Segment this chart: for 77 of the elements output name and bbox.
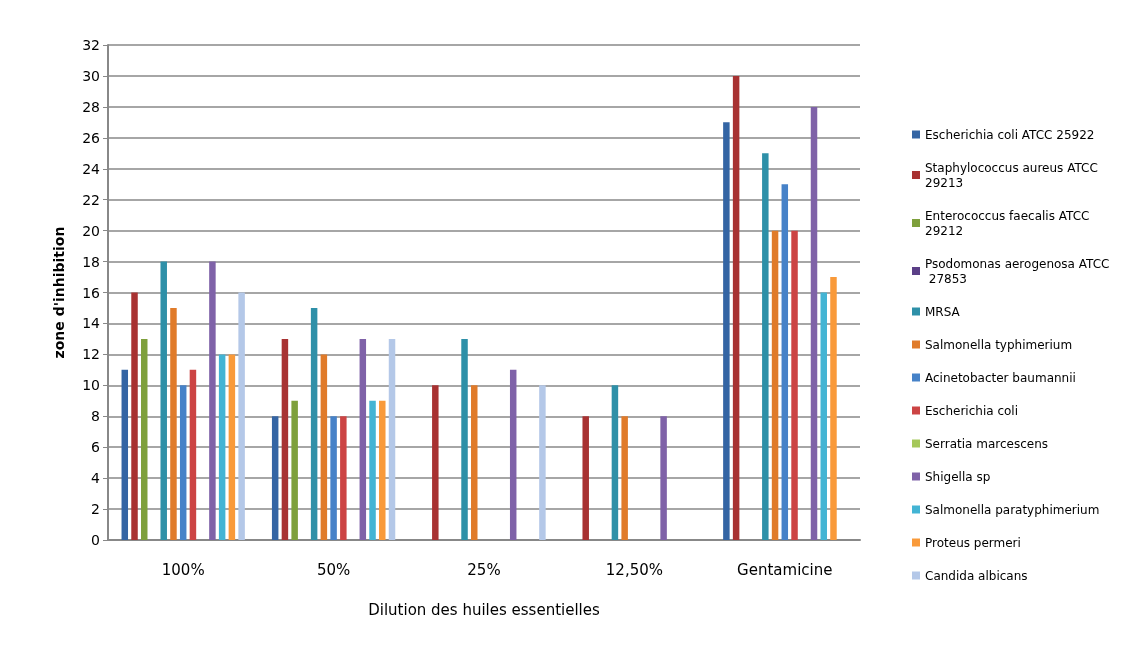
- bar: [781, 184, 789, 540]
- bar: [291, 400, 298, 540]
- bar: [359, 338, 367, 540]
- bar: [762, 153, 769, 540]
- legend-label: Escherichia coli: [925, 403, 1018, 418]
- legend-label: Candida albicans: [925, 568, 1028, 583]
- bar: [369, 400, 376, 540]
- bar: [271, 416, 279, 540]
- bar: [218, 354, 226, 540]
- legend-label: Acinetobacter baumannii: [925, 370, 1076, 385]
- bar: [121, 369, 129, 540]
- y-tick-label: 20: [82, 222, 100, 239]
- bar: [432, 385, 439, 540]
- bar: [539, 385, 546, 540]
- x-tick-label: Gentamicine: [737, 560, 833, 579]
- legend-label: Proteus permeri: [925, 535, 1021, 550]
- y-tick-label: 4: [91, 470, 101, 487]
- bar: [131, 292, 138, 540]
- y-tick-label: 16: [82, 284, 101, 301]
- legend-label: Salmonella paratyphimerium: [925, 502, 1100, 517]
- bar: [160, 261, 167, 540]
- bar: [170, 307, 177, 540]
- y-tick-label: 10: [82, 377, 100, 394]
- bar: [320, 354, 328, 540]
- bar: [179, 385, 187, 540]
- legend-label: Salmonella typhimerium: [925, 337, 1073, 352]
- bar: [791, 230, 798, 540]
- legend-label: Psodomonas aerogenosa ATCC 27853: [925, 256, 1110, 286]
- legend-label: Shigella sp: [925, 469, 991, 484]
- x-tick-label: 100%: [161, 560, 205, 579]
- y-tick-label: 8: [91, 408, 100, 425]
- y-tick-label: 18: [82, 253, 100, 270]
- bar: [830, 277, 837, 540]
- y-tick-label: 2: [91, 501, 100, 518]
- legend-label: Serratia marcescens: [925, 436, 1048, 451]
- bar: [238, 292, 245, 540]
- x-axis-title: Dilution des huiles essentielles: [368, 600, 600, 619]
- bar: [509, 369, 517, 540]
- bar: [189, 369, 197, 540]
- y-tick-label: 26: [82, 129, 101, 146]
- legend-label: Staphylococcus aureus ATCC 29213: [925, 160, 1102, 190]
- y-tick-label: 30: [82, 67, 100, 84]
- legend-label: MRSA: [925, 304, 961, 319]
- bar: [660, 416, 667, 540]
- bar: [771, 230, 779, 540]
- x-tick-label: 12,50%: [605, 560, 663, 579]
- bar: [611, 385, 619, 540]
- y-tick-label: 32: [82, 37, 100, 53]
- bar: [209, 261, 216, 540]
- x-tick-label: 25%: [467, 560, 501, 579]
- y-tick-label: 12: [82, 346, 100, 363]
- y-tick-label: 24: [82, 160, 101, 177]
- y-tick-label: 0: [91, 532, 100, 548]
- bar: [330, 416, 337, 540]
- bar: [461, 338, 468, 540]
- bar: [388, 338, 396, 540]
- y-tick-label: 14: [82, 315, 101, 332]
- y-axis-title: zone d'inhibition: [51, 226, 67, 359]
- bar: [281, 338, 289, 540]
- bar: [820, 292, 827, 540]
- bar: [723, 122, 730, 540]
- bar: [471, 385, 478, 540]
- bar: [379, 400, 386, 540]
- bar: [141, 338, 148, 540]
- x-tick-label: 50%: [316, 560, 351, 579]
- bar: [810, 106, 818, 540]
- bar: [732, 75, 740, 540]
- y-tick-label: 6: [91, 439, 101, 456]
- bar: [310, 307, 318, 540]
- legend-label: Enterococcus faecalis ATCC 29212: [925, 208, 1094, 238]
- legend-label: Escherichia coli ATCC 25922: [925, 127, 1095, 142]
- y-tick-label: 22: [82, 191, 100, 208]
- bar: [621, 416, 628, 540]
- bar: [228, 354, 236, 540]
- bar: [340, 416, 347, 540]
- y-tick-label: 28: [82, 98, 100, 115]
- bar: [582, 416, 589, 540]
